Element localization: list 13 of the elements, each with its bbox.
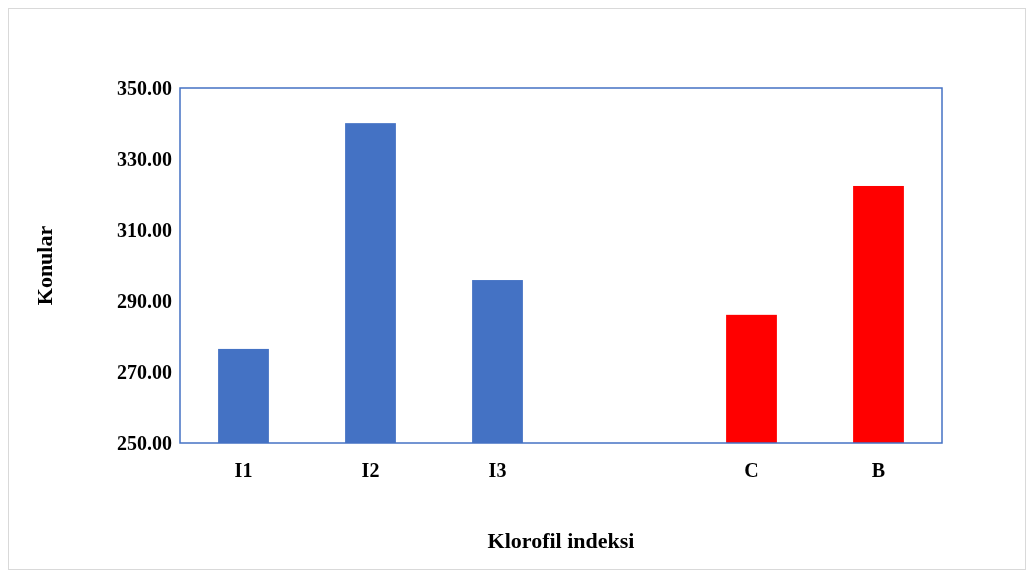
- x-tick-label: I3: [488, 459, 507, 481]
- y-tick-label: 310.00: [117, 219, 172, 241]
- y-tick-label: 350.00: [117, 77, 172, 99]
- x-tick-label: I2: [361, 459, 380, 481]
- x-axis-title: Klorofil indeksi: [487, 528, 635, 553]
- y-tick-label: 270.00: [117, 361, 172, 383]
- x-tick-label: C: [744, 459, 759, 481]
- y-axis-title: Konular: [32, 225, 57, 306]
- y-tick-label: 290.00: [117, 290, 172, 312]
- y-tick-label: 250.00: [117, 432, 172, 454]
- x-tick-label: I1: [234, 459, 253, 481]
- y-tick-label: 330.00: [117, 148, 172, 170]
- x-tick-label: B: [871, 459, 886, 481]
